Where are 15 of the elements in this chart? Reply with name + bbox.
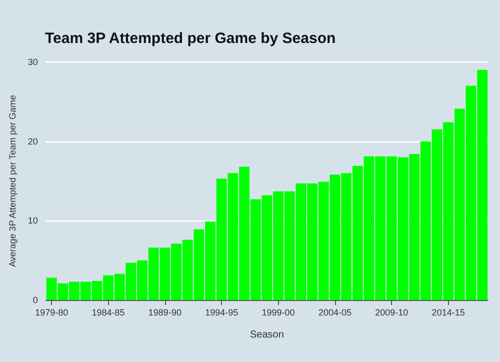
x-tick-label: 2014-15 — [432, 308, 465, 318]
x-tick-label: 1994-95 — [205, 308, 238, 318]
chart-title: Team 3P Attempted per Game by Season — [45, 30, 336, 47]
x-axis-title: Season — [250, 330, 284, 340]
x-tick-label: 1999-00 — [262, 308, 295, 318]
x-tick-label: 2004-05 — [318, 308, 352, 318]
y-axis-title: Average 3P Attempted per Team per Game — [8, 94, 18, 268]
y-tick-label: 20 — [28, 136, 38, 146]
x-tick-label: 1979-80 — [35, 308, 68, 318]
x-tick-label: 1984-85 — [92, 308, 125, 318]
x-tick-label: 2009-10 — [375, 308, 408, 318]
y-tick-label: 10 — [28, 216, 38, 226]
y-tick-label: 0 — [32, 295, 38, 305]
x-tick-label: 1989-90 — [148, 308, 182, 318]
y-tick-label: 30 — [28, 57, 38, 67]
